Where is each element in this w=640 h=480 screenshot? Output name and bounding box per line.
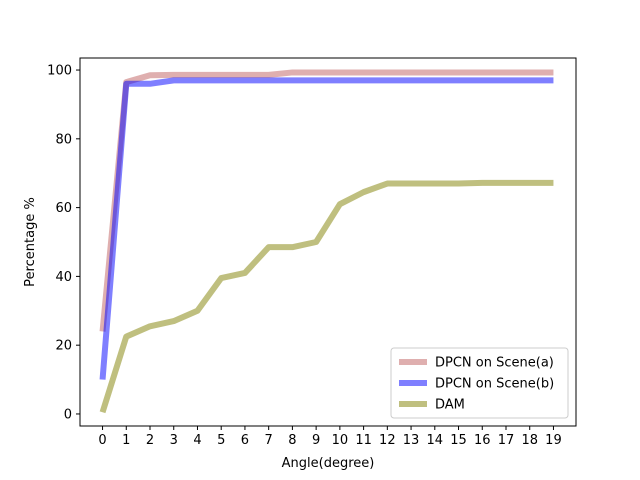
x-tick-label: 0: [98, 433, 106, 448]
series-line-2: [99, 77, 554, 380]
legend-label-1: DPCN on Scene(a): [435, 356, 554, 371]
y-tick-label: 80: [55, 132, 72, 147]
x-tick-label: 5: [217, 433, 225, 448]
y-tick-label: 40: [55, 270, 72, 285]
legend-label-3: DAM: [435, 398, 465, 413]
x-tick-label: 2: [146, 433, 154, 448]
x-tick-label: 14: [427, 433, 444, 448]
legend-label-2: DPCN on Scene(b): [435, 377, 554, 392]
y-tick-label: 20: [55, 339, 72, 354]
x-tick-label: 10: [332, 433, 349, 448]
plot-lines: [99, 69, 554, 414]
x-tick-label: 16: [474, 433, 491, 448]
y-tick-label: 60: [55, 201, 72, 216]
x-tick-label: 6: [241, 433, 249, 448]
plot-frame: [79, 57, 577, 427]
x-axis-label: Angle(degree): [282, 456, 375, 471]
x-tick-label: 17: [498, 433, 515, 448]
legend-box: [390, 347, 569, 419]
x-tick-label: 8: [288, 433, 296, 448]
y-axis: 0 20 40 60 80 100: [47, 64, 80, 422]
x-tick-label: 19: [545, 433, 562, 448]
x-tick-label: 7: [265, 433, 273, 448]
x-tick-label: 18: [521, 433, 538, 448]
x-tick-label: 9: [312, 433, 320, 448]
x-tick-label: 11: [355, 433, 372, 448]
x-tick-label: 4: [193, 433, 201, 448]
series-line-1: [99, 69, 554, 332]
legend: DPCN on Scene(a) DPCN on Scene(b) DAM: [390, 347, 569, 419]
series-line-3: [99, 179, 554, 414]
x-tick-label: 13: [403, 433, 420, 448]
y-axis-label: Percentage %: [23, 197, 38, 287]
x-tick-label: 15: [450, 433, 467, 448]
x-tick-label: 3: [170, 433, 178, 448]
y-tick-label: 100: [47, 64, 72, 79]
y-tick-label: 0: [64, 407, 72, 422]
x-axis: 0 1 2 3 4 5 6 7 8 9 10 11 12 13 14 15 16 17 18 19: [98, 426, 562, 448]
x-tick-label: 1: [122, 433, 130, 448]
x-tick-label: 12: [379, 433, 396, 448]
